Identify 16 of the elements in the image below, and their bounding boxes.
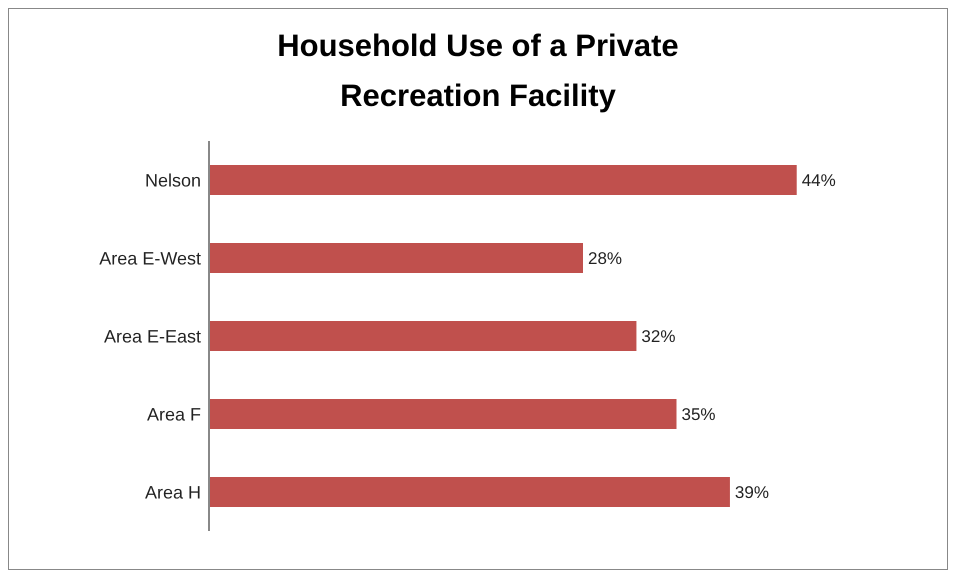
data-label: 35% <box>682 405 716 424</box>
y-tick-label: Area E-East <box>104 326 201 346</box>
data-label: 39% <box>734 483 769 502</box>
data-label: 28% <box>588 249 622 268</box>
chart-title: Household Use of a Private Recreation Facility <box>276 27 680 115</box>
y-tick-label: Area H <box>144 482 201 502</box>
bar <box>209 477 730 507</box>
bar <box>209 399 677 429</box>
data-label: 32% <box>641 327 676 346</box>
y-tick-label: Nelson <box>144 170 201 190</box>
bar <box>209 165 797 195</box>
bar <box>209 243 584 273</box>
y-tick-label: Area E-West <box>99 248 201 268</box>
bar <box>209 321 636 351</box>
data-label: 44% <box>802 171 836 190</box>
y-tick-label: Area F <box>146 404 201 424</box>
